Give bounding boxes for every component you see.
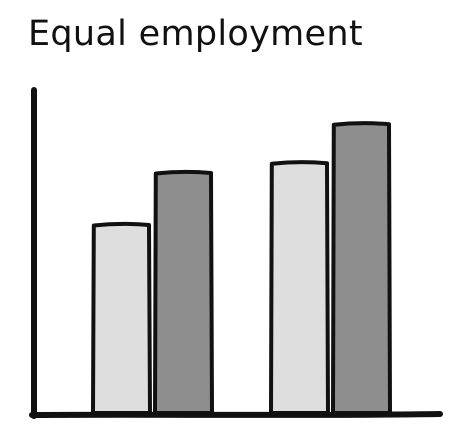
bar-group-2-series-1 [269, 160, 330, 415]
bar-group-1-series-2 [153, 169, 214, 415]
y-axis [30, 87, 38, 419]
chart-title: Equal employment [28, 14, 363, 54]
bar-group [91, 121, 392, 415]
bar-group-2-series-2 [331, 121, 392, 415]
bar-group-1-series-1 [91, 221, 152, 415]
x-axis [29, 411, 443, 418]
